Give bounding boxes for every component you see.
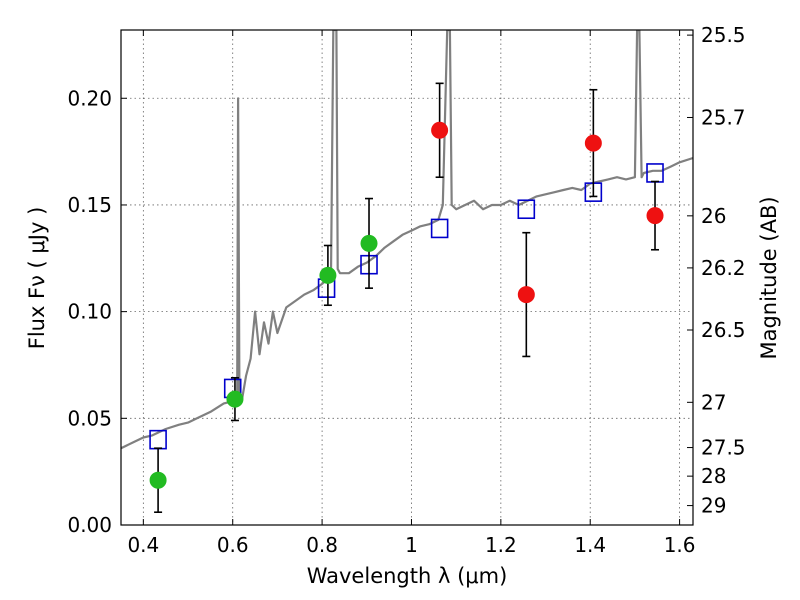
photometry-point xyxy=(226,390,244,408)
right-tick-label: 25.7 xyxy=(701,105,746,129)
x-tick-label: 1.6 xyxy=(664,533,696,557)
model-photometry-square xyxy=(430,218,449,239)
right-axis-label: Magnitude (AB) xyxy=(757,196,781,359)
x-tick-label: 1 xyxy=(405,533,418,557)
x-tick-label: 0.8 xyxy=(306,533,338,557)
photometry-point xyxy=(360,234,378,252)
right-tick-label: 29 xyxy=(701,494,726,518)
grid-lines xyxy=(121,30,693,526)
model-photometry-square xyxy=(646,163,664,183)
right-tick-label: 27.5 xyxy=(701,436,746,460)
right-tick-label: 25.5 xyxy=(701,23,746,47)
right-tick-label: 26.2 xyxy=(701,256,746,280)
plot-area xyxy=(121,30,693,513)
x-axis: 0.4 0.6 0.8 1 1.2 1.4 1.6 xyxy=(127,30,696,557)
x-tick-label: 0.4 xyxy=(127,533,159,557)
y-tick-label: 0.00 xyxy=(67,513,112,537)
x-tick-label: 1.2 xyxy=(485,533,517,557)
y-tick-label: 0.20 xyxy=(67,86,112,110)
y-tick-label: 0.10 xyxy=(67,300,112,324)
x-axis-label: Wavelength λ (μm) xyxy=(307,564,508,588)
x-tick-label: 1.4 xyxy=(574,533,606,557)
y-tick-label: 0.15 xyxy=(67,193,112,217)
y-axis-right: 25.5 25.7 26 26.2 26.5 27 27.5 28 29 xyxy=(687,23,746,518)
right-tick-label: 26 xyxy=(701,204,726,228)
y-tick-label: 0.05 xyxy=(67,406,112,430)
y-axis-label: Flux Fν ( μJy ) xyxy=(25,207,49,350)
photometry-point xyxy=(149,471,167,489)
model-photometry-square xyxy=(517,199,536,220)
right-tick-label: 27 xyxy=(701,390,726,414)
x-tick-label: 0.6 xyxy=(217,533,249,557)
right-tick-label: 28 xyxy=(701,464,726,488)
right-tick-label: 26.5 xyxy=(701,318,746,342)
photometry-point xyxy=(646,207,664,225)
photometry-point xyxy=(517,286,535,304)
y-axis-left: 0.00 0.05 0.10 0.15 0.20 xyxy=(67,86,127,537)
spectrum-line xyxy=(121,30,693,450)
photometry-point xyxy=(319,266,337,284)
plot-frame xyxy=(120,29,694,526)
photometry-point xyxy=(584,134,602,152)
photometry-point xyxy=(431,121,449,139)
